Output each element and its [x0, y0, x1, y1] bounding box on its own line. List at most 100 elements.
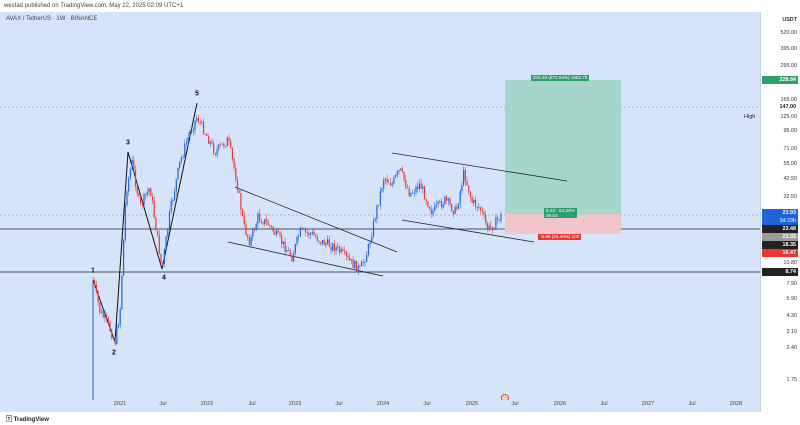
price-chart[interactable]: [0, 12, 760, 400]
x-tick: Jul: [159, 401, 167, 407]
candle-body: [128, 178, 130, 192]
candle-body: [463, 169, 465, 186]
publish-info: wesfad published on TradingView.com, May…: [4, 3, 184, 9]
target-label[interactable]: 205.48 (870.63%) 1982.79: [531, 75, 590, 81]
y-tick: 395.00: [780, 46, 798, 52]
candle-body: [338, 246, 341, 253]
candle-body: [318, 241, 320, 242]
candle-body: [311, 231, 313, 234]
price-axis[interactable]: USDT 520.00 395.00 295.00 165.00 125.00 …: [760, 12, 800, 412]
candle-body: [255, 223, 257, 231]
candle-body: [123, 239, 125, 276]
candle-body: [138, 193, 140, 197]
candle-body: [395, 175, 397, 178]
candle-body: [473, 199, 475, 203]
candle-body: [145, 194, 147, 196]
candle-body: [276, 230, 278, 235]
channel-upper-line-2: [391, 152, 568, 182]
footer: 🅃 TradingView: [0, 412, 800, 425]
candle-body: [369, 242, 371, 245]
candle-body: [180, 157, 182, 162]
wave-4-label: 4: [162, 274, 166, 282]
candle-body: [252, 229, 254, 237]
candle-body: [417, 186, 419, 189]
candle-body: [337, 246, 339, 248]
stop-price-badge: 16.47: [762, 249, 798, 257]
candle-body: [352, 259, 354, 268]
candle-body: [107, 318, 109, 322]
candle-body: [350, 259, 352, 261]
candle-body: [218, 144, 220, 150]
candle-body: [366, 254, 368, 262]
candle-body: [359, 265, 361, 267]
high-label: High: [744, 114, 756, 120]
candle-body: [277, 230, 279, 233]
y-tick: 71.00: [783, 146, 798, 152]
candle-body: [315, 235, 317, 237]
candle-body: [189, 131, 191, 137]
tradingview-logo[interactable]: 🅃 TradingView: [6, 414, 49, 423]
candle-body: [272, 226, 274, 232]
candle-body: [330, 246, 332, 251]
candle-body: [214, 153, 216, 155]
candle-body: [427, 201, 429, 207]
candle-body: [451, 204, 453, 212]
candle-body: [446, 196, 448, 201]
candle-body: [398, 170, 400, 172]
candle-body: [253, 229, 256, 231]
candle-body: [378, 205, 380, 206]
time-axis[interactable]: 2021 Jul 2022 Jul 2023 Jul 2024 Jul 2025…: [0, 400, 760, 412]
candle-body: [177, 167, 179, 180]
candle-body: [422, 186, 424, 189]
entry-label-line1: 8.13 - 84.34%: [546, 208, 575, 213]
entry-price-badge: 23.48: [762, 225, 798, 233]
y-tick: 95.00: [783, 128, 798, 134]
symbol-title[interactable]: AVAX / TetherUS · 1W · BINANCE: [6, 16, 98, 22]
level-price-badge: 18.35: [762, 241, 798, 249]
candle-body: [452, 211, 454, 214]
candle-body: [247, 234, 249, 238]
candle-body: [296, 236, 298, 245]
candle-body: [162, 262, 164, 264]
y-tick: 3.10: [786, 329, 798, 335]
candle-body: [116, 326, 118, 345]
candle-body: [361, 261, 363, 267]
candle-body: [250, 236, 252, 246]
chart-pane[interactable]: AVAX / TetherUS · 1W · BINANCE 1 2 3 4 5…: [0, 12, 760, 412]
candle-body: [491, 226, 494, 230]
y-tick: 165.00: [780, 97, 798, 103]
candle-body: [357, 265, 359, 273]
candle-body: [284, 241, 286, 253]
low-price-badge: 8.74: [762, 268, 798, 276]
candle-body: [121, 275, 123, 310]
entry-label[interactable]: 8.13 - 84.34% 29.82: [544, 208, 577, 218]
candle-body: [340, 249, 342, 253]
candle-body: [327, 239, 329, 244]
candle-body: [287, 250, 290, 251]
current-price-badge: 23.93: [762, 209, 798, 217]
candle-body: [476, 206, 478, 208]
candle-body: [486, 222, 488, 230]
y-tick: 42.50: [783, 176, 798, 182]
candle-body: [294, 244, 296, 254]
candle-body: [495, 217, 497, 229]
candle-body: [194, 120, 196, 130]
candle-body: [429, 206, 431, 210]
candle-body: [168, 211, 171, 229]
candle-body: [111, 330, 113, 339]
candle-body: [328, 239, 330, 247]
x-tick: 2022: [200, 401, 214, 407]
high-price-badge: 147.00: [762, 103, 798, 111]
candle-body: [500, 214, 502, 221]
candle-body: [94, 279, 96, 286]
candle-body: [257, 213, 259, 224]
stop-zone: [505, 214, 621, 234]
candle-body: [141, 202, 143, 205]
y-tick: 32.50: [783, 194, 798, 200]
candle-body: [323, 240, 325, 246]
candle-body: [379, 191, 381, 206]
stop-label[interactable]: -8.89 (26.40%) 100: [538, 234, 582, 240]
candle-body: [153, 200, 155, 218]
candle-body: [345, 251, 347, 256]
candle-body: [269, 225, 271, 227]
